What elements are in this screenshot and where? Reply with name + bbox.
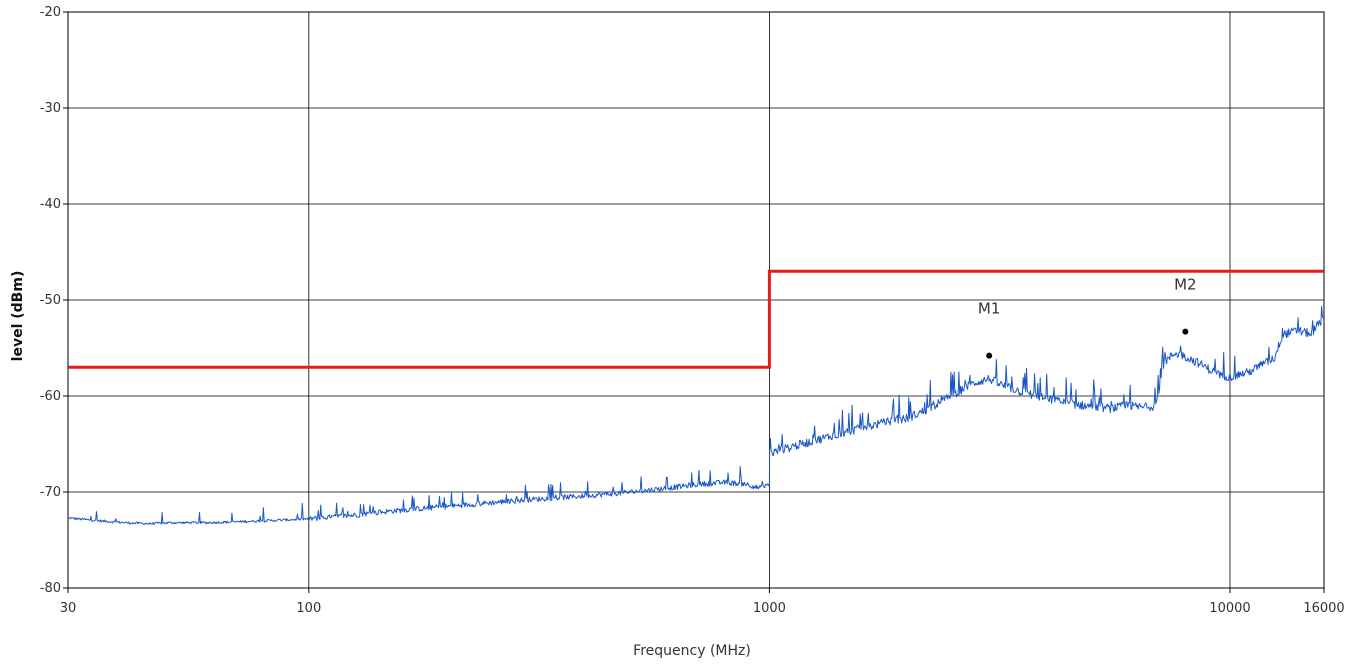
y-tick-label: -80 [40, 581, 61, 596]
series-layer [67, 269, 1325, 526]
x-tick-label: 100 [296, 601, 321, 616]
y-tick-label: -30 [40, 101, 61, 116]
x-axis-title: Frequency (MHz) [633, 643, 751, 659]
limit-line [68, 269, 1324, 369]
marker-label: M2 [1174, 276, 1197, 294]
marker-layer: M1 M2 [978, 276, 1197, 359]
marker-point [986, 352, 993, 359]
tick-labels: -20 -30 -40 -50 -60 -70 -80 30 100 1000 10000 16000 [40, 5, 1345, 616]
marker-point [1182, 328, 1189, 335]
x-tick-label: 16000 [1303, 601, 1344, 616]
y-tick-label: -70 [40, 485, 61, 500]
y-tick-label: -60 [40, 389, 61, 404]
y-tick-label: -20 [40, 5, 61, 20]
y-axis-title: level (dBm) [10, 271, 26, 362]
x-tick-label: 10000 [1209, 601, 1250, 616]
y-tick-label: -50 [40, 293, 61, 308]
x-tick-label: 1000 [753, 601, 786, 616]
measurement-trace [67, 305, 1325, 526]
x-tick-label: 30 [60, 601, 77, 616]
y-tick-label: -40 [40, 197, 61, 212]
marker-label: M1 [978, 300, 1001, 318]
